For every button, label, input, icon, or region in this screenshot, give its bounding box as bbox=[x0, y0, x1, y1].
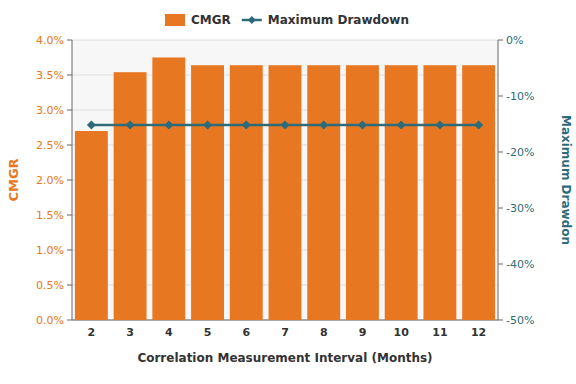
y-tick-label: 3.5% bbox=[36, 69, 64, 82]
legend-swatch bbox=[165, 14, 185, 26]
bar bbox=[75, 131, 108, 320]
y-axis-line bbox=[72, 40, 73, 320]
bar bbox=[269, 65, 302, 320]
marks bbox=[75, 58, 495, 321]
marker bbox=[281, 121, 290, 130]
x-tick-label: 5 bbox=[204, 326, 212, 339]
y-tick bbox=[67, 320, 72, 321]
x-tick-label: 6 bbox=[242, 326, 250, 339]
bar bbox=[423, 65, 456, 320]
bar bbox=[191, 65, 224, 320]
y2-tick-label: -20% bbox=[506, 146, 534, 159]
y2-tick bbox=[498, 264, 503, 265]
marker bbox=[126, 121, 135, 130]
bar bbox=[385, 65, 418, 320]
y2-tick-label: -30% bbox=[506, 202, 534, 215]
y-tick bbox=[67, 40, 72, 41]
y2-axis-label: Maximum Drawdon bbox=[559, 115, 573, 245]
bar bbox=[114, 72, 147, 320]
x-tick-label: 11 bbox=[432, 326, 447, 339]
y-tick bbox=[67, 285, 72, 286]
y2-tick bbox=[498, 152, 503, 153]
y-tick bbox=[67, 250, 72, 251]
chart: 0.0% 0.5% 1.0% 1.5% 2.0% 2.5% 3.0% 3.5% 4.0% 0% -1… bbox=[0, 0, 576, 384]
x-tick-label: 9 bbox=[359, 326, 367, 339]
y2-tick bbox=[498, 208, 503, 209]
legend: CMGR Maximum Drawdown bbox=[165, 13, 409, 27]
y-tick-label: 2.0% bbox=[36, 174, 64, 187]
y2-tick-label: -10% bbox=[506, 90, 534, 103]
y-tick bbox=[67, 75, 72, 76]
x-tick-label: 4 bbox=[165, 326, 173, 339]
y-tick-label: 0.5% bbox=[36, 279, 64, 292]
x-tick-label: 8 bbox=[320, 326, 328, 339]
y-tick bbox=[67, 180, 72, 181]
y-tick bbox=[67, 110, 72, 111]
y-tick bbox=[67, 215, 72, 216]
marker bbox=[164, 121, 173, 130]
bar bbox=[307, 65, 340, 320]
y2-tick-label: -40% bbox=[506, 258, 534, 271]
legend-swatch-marker bbox=[248, 16, 256, 24]
axes: 0.0% 0.5% 1.0% 1.5% 2.0% 2.5% 3.0% 3.5% 4.0% 0% -1… bbox=[36, 34, 534, 339]
bar bbox=[346, 65, 379, 320]
marker bbox=[242, 121, 251, 130]
legend-label: Maximum Drawdown bbox=[268, 13, 409, 27]
marker bbox=[397, 121, 406, 130]
marker bbox=[358, 121, 367, 130]
y-tick-label: 2.5% bbox=[36, 139, 64, 152]
bar bbox=[152, 58, 185, 321]
marker bbox=[474, 121, 483, 130]
marker bbox=[87, 121, 96, 130]
bar bbox=[462, 65, 495, 320]
marker bbox=[203, 121, 212, 130]
y2-tick bbox=[498, 320, 503, 321]
y2-axis-line bbox=[498, 40, 499, 320]
x-tick-label: 12 bbox=[471, 326, 486, 339]
marker bbox=[435, 121, 444, 130]
y2-tick-label: -50% bbox=[506, 314, 534, 327]
plot-background bbox=[72, 40, 498, 320]
x-tick-label: 7 bbox=[281, 326, 289, 339]
y-axis-label: CMGR bbox=[6, 158, 21, 201]
y2-tick-label: 0% bbox=[506, 34, 523, 47]
x-tick-label: 2 bbox=[88, 326, 96, 339]
y-tick-label: 0.0% bbox=[36, 314, 64, 327]
legend-label: CMGR bbox=[191, 13, 231, 27]
y-tick-label: 1.5% bbox=[36, 209, 64, 222]
y-tick-label: 3.0% bbox=[36, 104, 64, 117]
y-tick bbox=[67, 145, 72, 146]
y2-tick bbox=[498, 96, 503, 97]
x-tick-label: 3 bbox=[126, 326, 134, 339]
y-tick-label: 1.0% bbox=[36, 244, 64, 257]
bar bbox=[230, 65, 263, 320]
y-tick-label: 4.0% bbox=[36, 34, 64, 47]
grid-line bbox=[72, 40, 498, 41]
x-tick-label: 10 bbox=[394, 326, 410, 339]
marker bbox=[319, 121, 328, 130]
x-axis-label: Correlation Measurement Interval (Months… bbox=[137, 351, 432, 365]
y2-tick bbox=[498, 40, 503, 41]
